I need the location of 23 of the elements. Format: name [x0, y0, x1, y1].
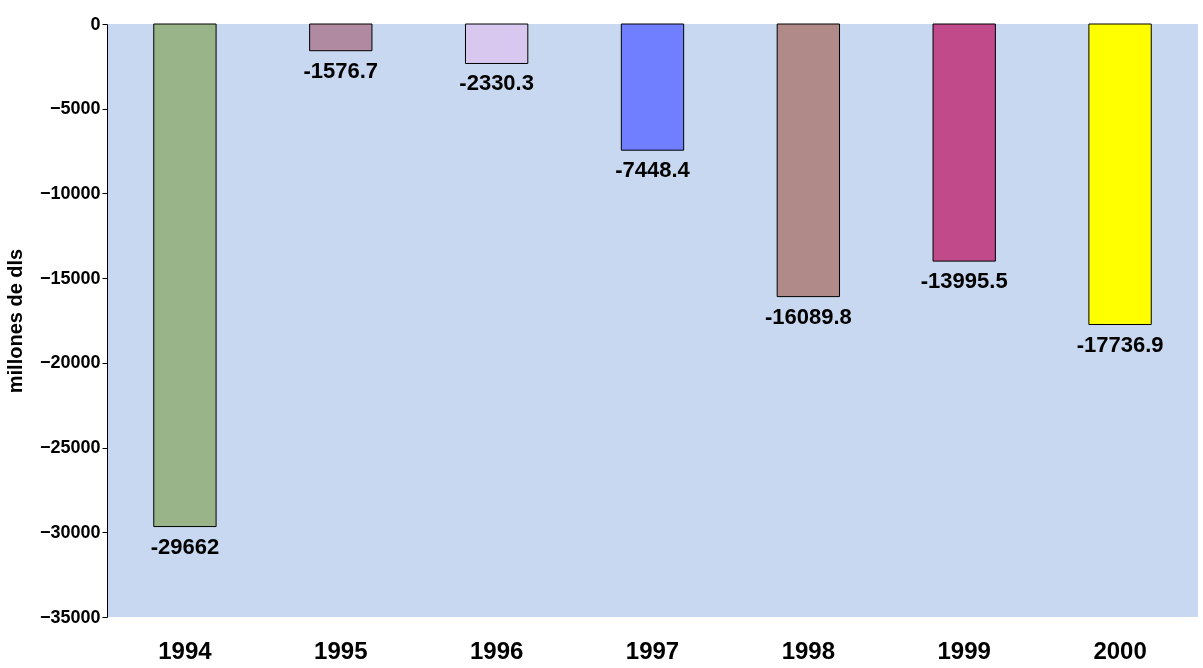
y-tick-label: −5000 [49, 98, 101, 119]
data-label: -2330.3 [459, 70, 534, 96]
y-tick-label: 0 [90, 13, 101, 34]
x-tick-label: 1997 [625, 636, 680, 664]
y-tick-label: −30000 [39, 521, 101, 542]
data-label: -13995.5 [920, 268, 1008, 294]
data-label: -17736.9 [1076, 331, 1164, 357]
y-tick-label: −15000 [39, 267, 101, 288]
y-tick-label: −20000 [39, 352, 101, 373]
x-tick-label: 1998 [781, 636, 836, 664]
x-tick-label: 1996 [469, 636, 524, 664]
y-tick-label: −25000 [39, 437, 101, 458]
y-tick-label: −10000 [39, 182, 101, 203]
x-tick-label: 2000 [1093, 636, 1147, 664]
data-label: -7448.4 [615, 157, 691, 183]
data-label: -29662 [150, 533, 220, 559]
x-tick-label: 1995 [314, 636, 368, 664]
data-label: -1576.7 [303, 57, 379, 83]
y-axis-title: millones de dls [3, 248, 26, 394]
data-label: -16089.8 [764, 303, 852, 329]
y-tick-label: −35000 [39, 606, 101, 627]
x-tick-label: 1999 [937, 636, 991, 664]
x-tick-label: 1994 [158, 636, 213, 664]
